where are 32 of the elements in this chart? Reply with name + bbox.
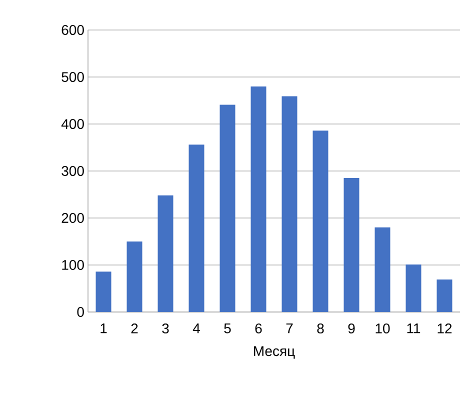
x-tick-label: 7	[286, 324, 293, 334]
x-tick-label: 10	[376, 324, 390, 334]
x-tick-label: 9	[348, 324, 355, 334]
bar	[312, 130, 328, 312]
bar	[158, 195, 174, 312]
x-tick-label: 11	[407, 324, 420, 334]
x-tick-label: 4	[192, 324, 200, 334]
y-tick-label: 500	[62, 72, 84, 82]
x-tick-label: 12	[438, 324, 452, 334]
y-tick-label: 0	[77, 307, 84, 317]
bar	[406, 264, 422, 312]
bar	[126, 241, 142, 312]
bar	[220, 104, 236, 312]
x-tick-label: 3	[162, 324, 169, 334]
bar	[374, 227, 390, 312]
y-tick-label: 100	[62, 260, 84, 270]
x-tick-label: 5	[224, 324, 231, 334]
bar	[250, 86, 266, 312]
y-tick-label: 400	[61, 119, 84, 129]
bar	[436, 280, 452, 312]
bar	[282, 96, 298, 312]
y-tick-label: 200	[62, 213, 84, 223]
x-axis-title: Месяц	[254, 346, 295, 359]
x-tick-label: 6	[255, 324, 262, 334]
bar	[344, 178, 360, 312]
x-tick-label: 1	[100, 324, 107, 334]
x-tick-label: 2	[131, 324, 138, 334]
y-tick-label: 600	[62, 25, 84, 35]
bar	[96, 272, 112, 312]
y-tick-label: 300	[62, 166, 84, 176]
x-tick-label: 8	[317, 324, 324, 334]
bar	[188, 144, 204, 312]
